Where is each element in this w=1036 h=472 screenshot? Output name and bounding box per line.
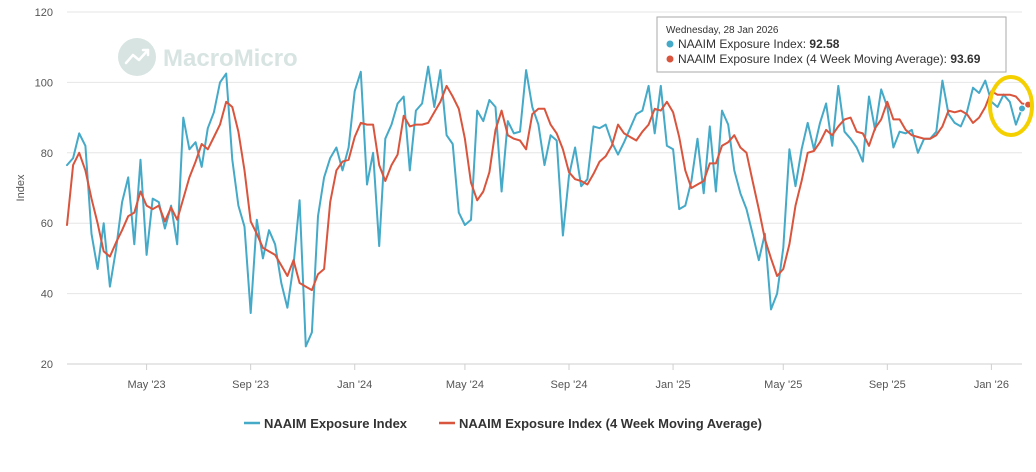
legend-item-naaim-exposure-index[interactable]: NAAIM Exposure Index — [244, 416, 408, 431]
x-tick-label: May '25 — [764, 379, 802, 391]
y-tick-label: 60 — [41, 218, 53, 230]
legend-label: NAAIM Exposure Index — [264, 416, 408, 431]
tooltip-row-label: NAAIM Exposure Index: — [678, 37, 809, 51]
x-tick-label: Sep '23 — [232, 379, 269, 391]
legend-item-naaim-4-week-moving-average[interactable]: NAAIM Exposure Index (4 Week Moving Aver… — [439, 416, 762, 431]
tooltip-row: NAAIM Exposure Index (4 Week Moving Aver… — [678, 52, 981, 66]
x-tick-label: Sep '24 — [551, 379, 588, 391]
watermark: MacroMicro — [118, 38, 298, 76]
tooltip-row: NAAIM Exposure Index: 92.58 — [678, 37, 840, 51]
legend[interactable]: NAAIM Exposure Index NAAIM Exposure Index… — [244, 416, 762, 431]
y-axis-title: Index — [15, 174, 27, 201]
tooltip-row-value: 93.69 — [950, 52, 980, 66]
x-tick-label: May '23 — [127, 379, 165, 391]
tooltip-series-dot — [666, 40, 674, 48]
y-tick-label: 40 — [41, 289, 53, 301]
watermark-text: MacroMicro — [163, 45, 298, 72]
series-line-naaim-exposure-index[interactable] — [66, 65, 1023, 348]
y-tick-label: 20 — [41, 359, 53, 371]
y-tick-label: 80 — [41, 148, 53, 160]
hover-point-marker[interactable] — [1018, 104, 1026, 113]
watermark-logo-icon — [118, 38, 156, 76]
tooltip-row-value: 92.58 — [809, 37, 839, 51]
tooltip-row-label: NAAIM Exposure Index (4 Week Moving Aver… — [678, 52, 950, 66]
series-line-naaim-4-week-moving-average[interactable] — [66, 84, 1030, 292]
x-tick-label: Jan '25 — [655, 379, 690, 391]
tooltip-series-dot — [666, 55, 674, 63]
x-tick-label: Sep '25 — [869, 379, 906, 391]
tooltip-box — [656, 16, 1007, 73]
y-tick-label: 100 — [35, 77, 53, 89]
highlight-circle — [988, 75, 1034, 137]
x-tick-label: Jan '24 — [337, 379, 372, 391]
y-tick-label: 120 — [35, 7, 53, 19]
x-tick-label: Jan '26 — [974, 379, 1009, 391]
x-tick-label: May '24 — [446, 379, 484, 391]
legend-label: NAAIM Exposure Index (4 Week Moving Aver… — [459, 416, 762, 431]
tooltip: Wednesday, 28 Jan 2026 NAAIM Exposure In… — [656, 16, 1007, 73]
tooltip-date: Wednesday, 28 Jan 2026 — [666, 25, 779, 36]
